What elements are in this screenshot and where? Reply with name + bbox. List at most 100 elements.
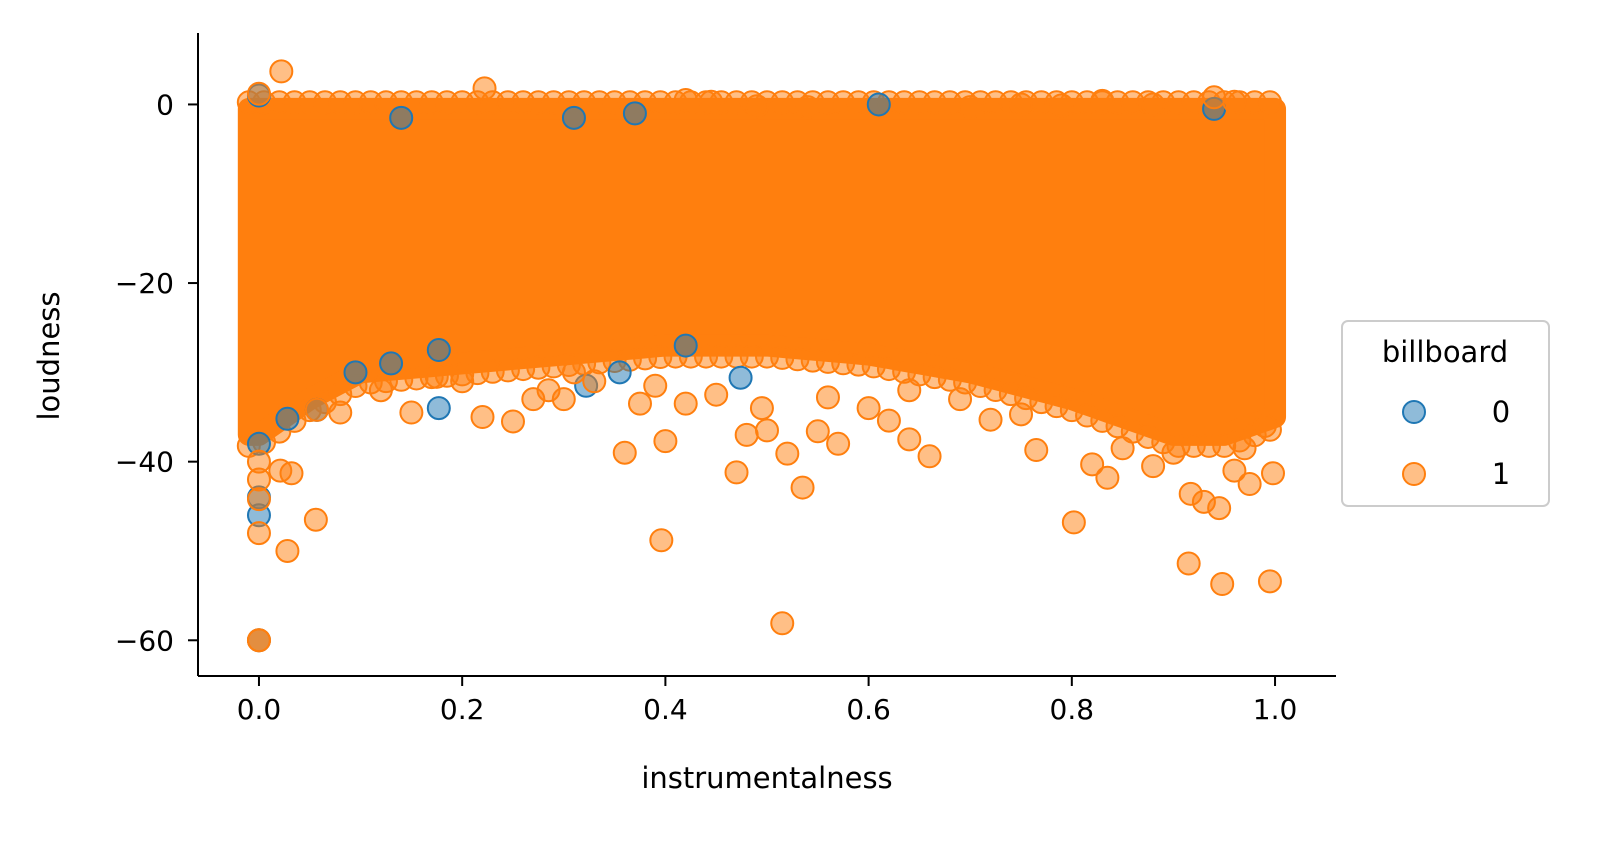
data-point-series-1 (1024, 438, 1049, 463)
x-axis-ticks: 0.0 0.2 0.4 0.6 0.8 1.0 (237, 676, 1298, 726)
data-point-series-1 (897, 427, 922, 452)
data-point-series-0 (389, 105, 414, 130)
data-point-series-1 (551, 387, 576, 412)
x-tick-label: 0.6 (846, 693, 891, 726)
data-point-series-1 (1252, 413, 1277, 438)
data-point-series-1 (1141, 454, 1166, 479)
data-point-series-0 (343, 360, 368, 385)
data-point-series-1 (470, 405, 495, 430)
data-point-series-0 (622, 101, 647, 126)
data-point-series-1 (770, 611, 795, 636)
y-tick-label: −20 (115, 267, 174, 300)
data-point-series-1 (755, 418, 779, 443)
data-point-series-1 (1009, 92, 1034, 117)
legend-label-0: 0 (1492, 395, 1510, 429)
data-point-series-1 (826, 431, 851, 456)
data-point-series-1 (795, 95, 820, 120)
data-point-series-1 (643, 373, 668, 398)
data-point-series-1 (1237, 471, 1262, 496)
legend-marker-1 (1402, 462, 1426, 486)
data-point-series-1 (328, 400, 353, 425)
data-point-series-1 (699, 89, 724, 114)
data-point-series-1 (275, 538, 300, 563)
data-point-series-1 (246, 487, 271, 512)
legend-frame (1341, 320, 1550, 507)
data-point-series-1 (775, 441, 800, 466)
data-point-series-1 (246, 81, 271, 106)
x-tick-label: 0.0 (237, 693, 282, 726)
data-point-series-1 (246, 628, 271, 653)
data-point-series-1 (856, 396, 881, 421)
data-point-series-1 (805, 419, 830, 444)
data-point-series-0 (866, 92, 891, 117)
data-point-series-1 (1202, 85, 1227, 110)
data-point-series-1 (399, 400, 424, 425)
data-point-series-1 (582, 369, 607, 394)
data-point-series-1 (734, 422, 759, 447)
data-point-series-1 (958, 95, 983, 120)
data-point-series-1 (673, 87, 698, 112)
data-point-series-1 (269, 59, 294, 84)
data-point-series-1 (368, 378, 393, 403)
data-point-series-1 (749, 396, 774, 421)
data-point-series-1 (561, 360, 586, 385)
x-tick-label: 0.2 (440, 693, 485, 726)
data-point-series-1 (1080, 452, 1105, 477)
data-point-series-1 (246, 521, 271, 546)
data-point-series-0 (275, 406, 300, 431)
data-point-series-1 (744, 94, 769, 119)
legend-title: billboard (1382, 335, 1508, 369)
data-point-series-1 (790, 475, 815, 500)
data-point-series-1 (673, 391, 698, 416)
legend-marker-0 (1402, 400, 1426, 424)
y-tick-label: 0 (156, 88, 174, 121)
legend: billboard 0 1 (1341, 320, 1550, 507)
y-axis-label: loudness (32, 291, 66, 420)
data-point-series-1 (450, 369, 475, 394)
data-point-series-1 (1232, 436, 1257, 461)
x-tick-label: 0.8 (1050, 693, 1095, 726)
data-point-series-1 (1095, 465, 1120, 490)
x-tick-label: 1.0 (1253, 693, 1298, 726)
data-point-series-1 (1222, 89, 1247, 114)
data-point-series-1 (1261, 461, 1286, 486)
data-point-series-1 (1222, 458, 1247, 483)
data-point-series-1 (1009, 402, 1034, 427)
x-tick-label: 0.4 (643, 693, 688, 726)
data-point-series-0 (673, 333, 698, 358)
data-point-series-1 (704, 382, 729, 407)
data-point-series-1 (1210, 572, 1235, 597)
data-point-series-1 (1257, 569, 1282, 594)
data-point-series-1 (1049, 93, 1074, 118)
data-points (246, 59, 1286, 653)
data-point-series-1 (1061, 510, 1086, 535)
data-point-series-0 (728, 365, 753, 390)
data-point-series-1 (917, 444, 942, 469)
data-point-series-1 (303, 507, 328, 532)
data-point-series-0 (426, 396, 451, 421)
x-axis-label: instrumentalness (641, 761, 892, 795)
data-point-series-1 (897, 378, 922, 403)
data-point-series-1 (653, 429, 678, 454)
data-point-series-1 (279, 461, 304, 486)
data-point-series-0 (379, 351, 404, 376)
data-point-series-1 (1161, 440, 1186, 465)
data-point-series-1 (1176, 551, 1201, 576)
data-point-series-1 (724, 460, 749, 485)
data-point-series-0 (426, 338, 451, 363)
data-point-series-1 (876, 408, 901, 433)
data-point-series-1 (1110, 436, 1135, 461)
edge-point (1257, 90, 1282, 115)
data-point-series-1 (1090, 88, 1115, 113)
data-point-series-1 (472, 76, 497, 101)
data-point-series-0 (607, 360, 632, 385)
y-axis-ticks: 0 −20 −40 −60 (115, 88, 198, 657)
data-point-series-1 (1207, 496, 1232, 521)
data-point-series-1 (649, 528, 674, 553)
data-point-series-1 (815, 385, 840, 410)
data-point-series-1 (1141, 92, 1166, 117)
legend-label-1: 1 (1492, 457, 1510, 491)
y-tick-label: −60 (115, 624, 174, 657)
data-point-series-0 (561, 105, 586, 130)
